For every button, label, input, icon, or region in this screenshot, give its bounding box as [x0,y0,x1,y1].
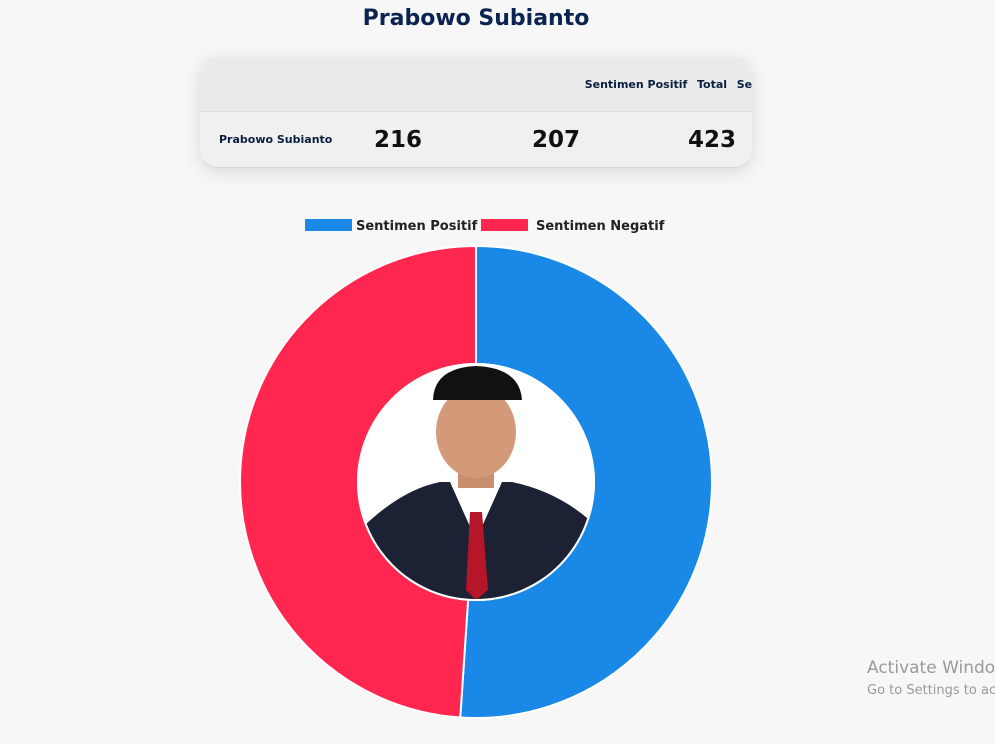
column-header: Sentimen Negatif [736,77,752,91]
watermark-title: Activate Windo [867,658,995,678]
cell-value: 216 [373,126,422,153]
table-header: Sentimen Positif Sentimen Negatif Total [200,57,752,112]
legend-label: Sentimen Negatif [536,219,665,234]
cell-value: 207 [531,126,580,153]
page-title: Prabowo Subianto [362,6,590,31]
legend-swatch [305,219,352,231]
column-header: Total [696,77,728,91]
cell-value: 423 [687,126,736,153]
summary-table: Sentimen Positif Sentimen Negatif Total … [200,57,752,168]
portrait [357,363,595,601]
column-header: Sentimen Positif [584,77,688,91]
watermark-subtitle: Go to Settings to ac [867,683,995,698]
legend-swatch [481,219,528,231]
row-name: Prabowo Subianto [219,133,333,146]
table-row: Prabowo Subianto 216 207 423 [200,112,752,167]
legend-label: Sentimen Positif [356,219,478,234]
